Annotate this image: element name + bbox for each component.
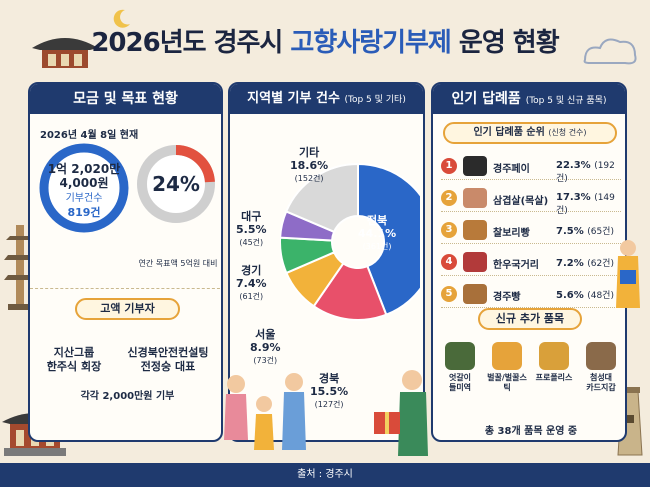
- pie-slice-5: [284, 162, 359, 234]
- rank-row: 3 찰보리빵 7.5% (65건): [441, 218, 621, 244]
- gifts-panel: 인기 답례품 (Top 5 및 신규 품목) 인기 답례품 순위 (신청 건수)…: [431, 82, 627, 442]
- rank-number: 5: [441, 286, 457, 302]
- product-name: 경주페이: [493, 164, 530, 175]
- new-item-icon: [586, 342, 616, 370]
- amount-ring: [39, 143, 129, 233]
- pie-label-4: 대구 5.5% (45건): [236, 210, 267, 247]
- pie-label-2: 서울 8.9% (73건): [250, 328, 281, 365]
- product-share: 17.3% (149건): [556, 192, 615, 216]
- progress-ring: [137, 145, 215, 223]
- gifts-footer: 총 38개 품목 운영 중: [484, 426, 578, 437]
- product-share: 7.5% (65건): [556, 226, 614, 237]
- family-illustration: [224, 373, 306, 450]
- woman-with-gift-illustration: [616, 240, 640, 308]
- rank-number: 1: [441, 158, 457, 174]
- product-thumbnail: [463, 220, 487, 240]
- product-thumbnail: [463, 188, 487, 208]
- pie-label-5: 기타 18.6% (152건): [290, 146, 329, 183]
- region-panel: 지역별 기부 건수 (Top 5 및 기타) 전북 44.1% (361건) 경북 15…: [228, 82, 425, 442]
- new-item-icon: [539, 342, 569, 370]
- new-item: 벌꿀/벌꿀스틱: [486, 342, 528, 393]
- donor-note: 각각 2,000만원 기부: [80, 391, 175, 402]
- new-item: 프로폴리스: [533, 342, 575, 383]
- pie-label-3: 경기 7.4% (61건): [236, 264, 267, 301]
- pie-label-0: 전북 44.1% (361건): [358, 214, 397, 251]
- product-share: 22.3% (192건): [556, 160, 615, 184]
- source-caption: 출처 : 경주시: [0, 463, 650, 487]
- pie-slice-0: [357, 162, 420, 316]
- pagoda-icon: [4, 225, 36, 310]
- new-item-icon: [445, 342, 475, 370]
- pie-slice-1: [312, 262, 388, 321]
- product-share: 7.2% (62건): [556, 258, 614, 269]
- donor-2: 신경북안전컨설팅 전정숭 대표: [127, 346, 209, 373]
- moon-icon: [113, 9, 130, 28]
- fundraising-header: 모금 및 목표 현황: [30, 84, 221, 114]
- donor-1: 지산그룹 한주식 회장: [46, 346, 102, 373]
- product-name: 한우국거리: [493, 260, 539, 271]
- product-share: 5.6% (48건): [556, 290, 614, 301]
- new-items-header: 신규 추가 품목: [478, 308, 582, 330]
- new-item: 첨성대 카드지갑: [580, 342, 622, 393]
- product-name: 찰보리빵: [493, 228, 530, 239]
- pie-label-1: 경북 15.5% (127건): [310, 372, 349, 409]
- fundraising-panel: 모금 및 목표 현황 2026년 4월 8일 현재 1억 2,020만 4,00…: [28, 82, 223, 442]
- amount-text: 1억 2,020만 4,000원 기부건수 819건: [47, 162, 121, 219]
- gifts-header: 인기 답례품 (Top 5 및 신규 품목): [433, 84, 625, 114]
- rank-header: 인기 답례품 순위 (신청 건수): [443, 122, 617, 144]
- rank-number: 4: [441, 254, 457, 270]
- progress-caption: 연간 목표액 5억원 대비: [138, 259, 218, 268]
- rank-number: 3: [441, 222, 457, 238]
- top-donor-header: 고액 기부자: [75, 298, 180, 320]
- cloud-pattern-icon: [583, 38, 637, 65]
- product-thumbnail: [463, 156, 487, 176]
- rank-number: 2: [441, 190, 457, 206]
- region-pie-chart: [280, 162, 420, 321]
- page-title: 2026년도 경주시 고향사랑기부제 운영 현황: [91, 28, 559, 58]
- progress-percent: 24%: [152, 172, 200, 196]
- gift-giver-illustration: [374, 370, 428, 456]
- rank-row: 4 한우국거리 7.2% (62건): [441, 250, 621, 276]
- rank-row: 5 경주빵 5.6% (48건): [441, 282, 621, 308]
- product-name: 경주빵: [493, 292, 521, 303]
- product-name: 삼겹살(목살): [493, 196, 549, 207]
- new-item: 엇갈이 들미역: [439, 342, 481, 393]
- rank-row: 1 경주페이 22.3% (192건): [441, 154, 621, 184]
- region-header: 지역별 기부 건수 (Top 5 및 기타): [230, 84, 423, 114]
- product-thumbnail: [463, 252, 487, 272]
- as-of-date: 2026년 4월 8일 현재: [40, 130, 139, 141]
- product-thumbnail: [463, 284, 487, 304]
- new-item-icon: [492, 342, 522, 370]
- rank-row: 2 삼겹살(목살) 17.3% (149건): [441, 186, 621, 216]
- hanok-roof-icon: [32, 38, 98, 68]
